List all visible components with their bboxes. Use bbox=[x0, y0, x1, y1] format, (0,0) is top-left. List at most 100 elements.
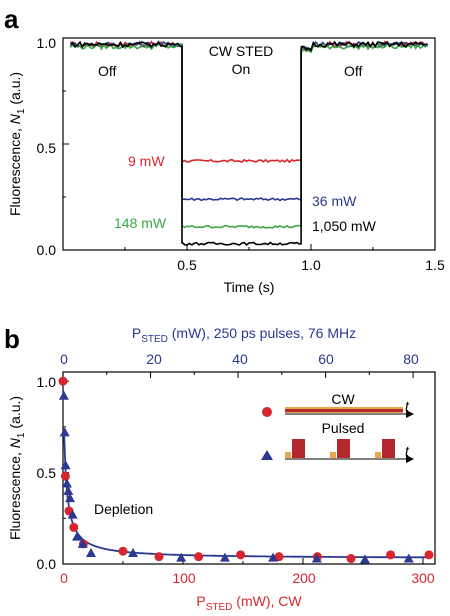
panel-b-xtick: 100 bbox=[172, 570, 196, 586]
pulsed-data-point bbox=[67, 509, 78, 519]
cw-data-point bbox=[69, 522, 79, 532]
panel-b-xlabel: PSTED (mW), CW bbox=[196, 593, 302, 613]
label-148mw: 148 mW bbox=[114, 215, 167, 231]
panel-b-ytick: 0.0 bbox=[37, 556, 57, 572]
panel-b-x2label-prefix: P bbox=[132, 325, 141, 341]
pulsed-data-point bbox=[77, 538, 88, 548]
panel-b-frame bbox=[62, 371, 436, 565]
panel-b-x2label-sub: STED bbox=[141, 334, 168, 345]
pulsed-data-point bbox=[403, 553, 414, 563]
label-36mw: 36 mW bbox=[312, 193, 357, 209]
panel-b-ylabel-suffix: (a.u.) bbox=[7, 396, 23, 433]
panel-a-xtick: 1.0 bbox=[301, 257, 321, 273]
pulsed-data-point bbox=[59, 427, 70, 437]
cw-data-point bbox=[346, 554, 356, 564]
panel-a-ytick: 0.5 bbox=[37, 140, 57, 156]
pulsed-data-point bbox=[219, 552, 230, 562]
panel-b-x2tick: 40 bbox=[232, 351, 248, 367]
cw-data-point bbox=[154, 552, 164, 562]
panel-b-chart: PSTED (mW), 250 ps pulses, 76 MHz 0 20 4… bbox=[7, 325, 436, 613]
pulsed-data-point bbox=[65, 493, 76, 503]
cw-data-point bbox=[60, 471, 70, 481]
panel-b-x2tick: 20 bbox=[146, 351, 162, 367]
trace-148mW bbox=[69, 42, 429, 230]
inset-pulse-sted bbox=[337, 439, 350, 458]
panel-b-letter: b bbox=[4, 324, 20, 354]
cw-data-point bbox=[386, 550, 396, 560]
panel-b-ytick: 1.0 bbox=[37, 374, 57, 390]
cw-data-point bbox=[58, 376, 68, 386]
panel-a-xtick: 0.5 bbox=[177, 257, 197, 273]
inset-pulsed-label: Pulsed bbox=[322, 420, 365, 436]
panel-a-xlabel: Time (s) bbox=[224, 279, 275, 295]
panel-a-chart: 0.0 0.5 1.0 0.5 1.0 1.5 Time (s) Fluores… bbox=[7, 35, 445, 295]
fit-curve bbox=[63, 428, 431, 559]
panel-b-x2tick: 0 bbox=[60, 351, 68, 367]
trace-1050mW bbox=[70, 40, 428, 246]
annotation-cw-sted: CW STED bbox=[209, 43, 274, 59]
pulsed-data-point bbox=[58, 390, 69, 400]
label-1050mw: 1,050 mW bbox=[312, 218, 377, 234]
panel-a-ytick: 1.0 bbox=[37, 35, 57, 51]
panel-a-ylabel: Fluorescence, N1 (a.u.) bbox=[7, 72, 27, 216]
panel-a-lines bbox=[69, 40, 429, 246]
panel-b-x2tick: 60 bbox=[318, 351, 334, 367]
pulsed-data-point bbox=[60, 460, 71, 470]
panel-b-x2tick: 80 bbox=[403, 351, 419, 367]
panel-a-letter: a bbox=[4, 4, 19, 34]
panel-b-ylabel: Fluorescence, N1 (a.u.) bbox=[7, 396, 27, 540]
cw-data-point bbox=[118, 546, 128, 556]
trace-9mW bbox=[70, 40, 428, 164]
cw-data-point bbox=[194, 552, 204, 562]
annotation-off-left: Off bbox=[98, 63, 117, 79]
panel-b-ylabel-var: N bbox=[7, 437, 23, 448]
pulsed-data-point bbox=[128, 548, 139, 558]
pulsed-data-point bbox=[176, 552, 187, 562]
panel-a-xtick: 1.5 bbox=[425, 257, 445, 273]
panel-a-ytick: 0.0 bbox=[37, 242, 57, 258]
panel-b-x2label: PSTED (mW), 250 ps pulses, 76 MHz bbox=[132, 325, 356, 345]
inset-pulse-exc bbox=[375, 452, 381, 458]
inset-pulse-exc bbox=[285, 452, 291, 458]
panel-a-ylabel-var: N bbox=[7, 113, 23, 124]
panel-b-xtick: 0 bbox=[60, 570, 68, 586]
pulsed-data-point bbox=[359, 554, 370, 564]
panel-a-ylabel-sub: 1 bbox=[16, 108, 27, 114]
cw-data-point bbox=[236, 550, 246, 560]
inset-pulse-sted bbox=[292, 439, 305, 458]
panel-b-ytick: 0.5 bbox=[37, 465, 57, 481]
panel-b-plot bbox=[58, 376, 434, 564]
pulsed-data-point bbox=[268, 552, 279, 562]
inset-pulse-exc bbox=[330, 452, 336, 458]
inset-cw-t: t bbox=[405, 398, 410, 414]
annotation-on: On bbox=[232, 61, 251, 77]
panel-b-x2label-suffix: (mW), 250 ps pulses, 76 MHz bbox=[168, 325, 356, 341]
panel-a-ylabel-prefix: Fluorescence, bbox=[7, 124, 23, 216]
cw-data-point bbox=[424, 550, 434, 560]
panel-b-ylabel-sub: 1 bbox=[16, 432, 27, 438]
cw-data-point bbox=[274, 552, 284, 562]
pulse-scheme-inset: CW t Pulsed t bbox=[261, 391, 414, 463]
panel-b-xlabel-suffix: (mW), CW bbox=[232, 593, 302, 609]
annotation-depletion: Depletion bbox=[94, 501, 153, 517]
pulsed-data-point bbox=[63, 485, 74, 495]
inset-cw-arrow-icon bbox=[406, 410, 414, 418]
inset-pulsed-marker bbox=[261, 450, 273, 460]
inset-cw-beam-red bbox=[285, 409, 403, 412]
panel-b-ticks bbox=[62, 372, 424, 565]
inset-pulsed-t: t bbox=[405, 443, 410, 459]
inset-cw-label: CW bbox=[331, 391, 355, 407]
inset-cw-marker bbox=[262, 407, 272, 417]
pulsed-data-point bbox=[72, 531, 83, 541]
label-9mw: 9 mW bbox=[128, 153, 165, 169]
annotation-off-right: Off bbox=[344, 63, 363, 79]
pulsed-data-point bbox=[86, 548, 97, 558]
panel-b-xtick: 300 bbox=[411, 570, 435, 586]
pulsed-data-point bbox=[61, 478, 72, 488]
panel-a-ylabel-suffix: (a.u.) bbox=[7, 72, 23, 109]
panel-b-ylabel-prefix: Fluorescence, bbox=[7, 448, 23, 540]
pulsed-data-point bbox=[311, 553, 322, 563]
panel-b-xtick: 200 bbox=[292, 570, 316, 586]
inset-pulsed-arrow-icon bbox=[406, 455, 414, 463]
panel-b-xlabel-prefix: P bbox=[196, 593, 205, 609]
